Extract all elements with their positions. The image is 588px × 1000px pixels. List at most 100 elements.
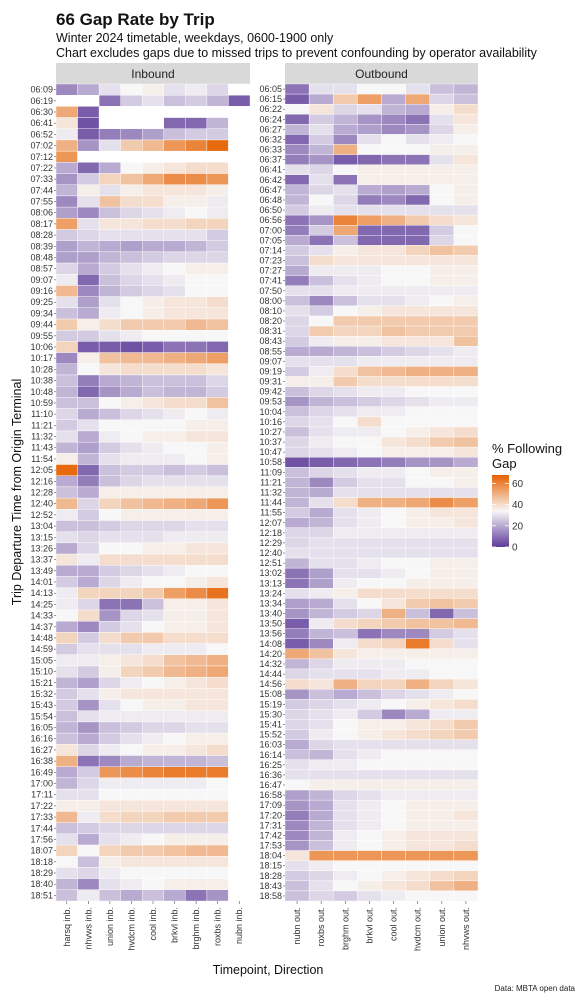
heatmap-cell	[120, 811, 143, 823]
heatmap-cell	[55, 587, 78, 600]
y-tick-label: 17:00	[30, 778, 53, 788]
heatmap-cell	[308, 830, 334, 841]
heatmap-cell	[308, 840, 334, 851]
heatmap-cell	[357, 376, 382, 387]
heatmap-cell	[228, 408, 251, 420]
heatmap-cell	[185, 732, 208, 745]
heatmap-cell	[381, 356, 406, 367]
heatmap-cell	[98, 587, 121, 600]
heatmap-cell	[163, 777, 186, 790]
heatmap-cell	[453, 255, 479, 266]
heatmap-cell	[206, 565, 229, 577]
heatmap-cell	[429, 204, 455, 216]
heatmap-cell	[77, 441, 100, 454]
heatmap-cell	[228, 106, 251, 118]
heatmap-cell	[163, 352, 186, 365]
heatmap-cell	[333, 799, 358, 811]
y-tick-label: 12:29	[259, 538, 282, 548]
heatmap-cell	[308, 235, 334, 246]
y-tick-label: 13:34	[259, 598, 282, 608]
heatmap-cell	[55, 766, 78, 779]
heatmap-cell	[357, 810, 382, 821]
y-tick-label: 10:59	[30, 398, 53, 408]
heatmap-cell	[333, 457, 358, 468]
heatmap-cell	[429, 598, 455, 609]
heatmap-cell	[429, 164, 455, 176]
heatmap-cell	[357, 820, 382, 831]
heatmap-cell	[405, 346, 430, 357]
heatmap-cell	[381, 769, 406, 781]
heatmap-cell	[453, 83, 479, 95]
heatmap-cell	[405, 144, 430, 155]
heatmap-cell	[98, 385, 121, 398]
heatmap-cell	[284, 214, 310, 226]
heatmap-cell	[98, 285, 121, 297]
y-tick-label: 16:36	[259, 770, 282, 780]
heatmap-cell	[357, 487, 382, 498]
y-tick-label: 16:14	[259, 750, 282, 760]
heatmap-cell	[185, 744, 208, 756]
y-tick-label: 15:43	[30, 700, 53, 710]
heatmap-cell	[142, 397, 165, 409]
heatmap-cell	[142, 598, 165, 611]
chart-subtitle-line-1: Winter 2024 timetable, weekdays, 0600-19…	[56, 31, 334, 45]
y-tick-label: 10:06	[30, 342, 53, 352]
heatmap-cell	[308, 124, 334, 135]
heatmap-cell	[142, 229, 165, 241]
heatmap-cell	[206, 307, 229, 320]
heatmap-cell	[206, 688, 229, 700]
heatmap-cell	[77, 374, 100, 387]
heatmap-cell	[405, 628, 430, 639]
heatmap-cell	[453, 880, 479, 892]
heatmap-cell	[206, 83, 229, 96]
heatmap-cell	[163, 788, 186, 801]
heatmap-cell	[357, 578, 382, 589]
heatmap-cell	[405, 164, 430, 176]
heatmap-cell	[405, 810, 430, 821]
y-tick-label: 08:55	[259, 346, 282, 356]
heatmap-cell	[429, 214, 455, 226]
heatmap-cell	[453, 376, 479, 387]
heatmap-cell	[453, 396, 479, 407]
heatmap-cell	[284, 477, 310, 488]
y-tick-label: 09:25	[30, 297, 53, 307]
heatmap-cell	[284, 557, 310, 569]
heatmap-cell	[284, 789, 310, 801]
heatmap-cell	[142, 162, 165, 174]
heatmap-cell	[381, 588, 406, 599]
heatmap-cell	[206, 408, 229, 420]
heatmap-cell	[284, 235, 310, 246]
heatmap-cell	[228, 441, 251, 454]
heatmap-cell	[381, 265, 406, 276]
heatmap-cell	[405, 225, 430, 236]
heatmap-cell	[284, 225, 310, 236]
heatmap-cell	[142, 755, 165, 767]
heatmap-cell	[284, 487, 310, 498]
heatmap-cell	[228, 676, 251, 689]
heatmap-cell	[206, 721, 229, 734]
heatmap-cell	[77, 453, 100, 465]
heatmap-cell	[429, 103, 455, 115]
y-tick-label: 13:37	[30, 555, 53, 565]
heatmap-cell	[77, 285, 100, 297]
y-tick-label: 13:13	[259, 578, 282, 588]
y-tick-label: 09:16	[30, 286, 53, 296]
heatmap-cell	[55, 609, 78, 622]
heatmap-cell	[357, 305, 382, 317]
heatmap-cell	[405, 356, 430, 367]
heatmap-cell	[120, 878, 143, 891]
heatmap-cell	[308, 204, 334, 216]
heatmap-cell	[55, 889, 78, 902]
heatmap-cell	[381, 487, 406, 498]
heatmap-cell	[308, 174, 334, 186]
y-tick-label: 10:38	[30, 376, 53, 386]
heatmap-cell	[381, 789, 406, 801]
heatmap-cell	[228, 822, 251, 835]
heatmap-cell	[429, 527, 455, 539]
heatmap-cell	[429, 537, 455, 549]
heatmap-cell	[453, 860, 479, 871]
heatmap-cell	[185, 598, 208, 611]
heatmap-cell	[333, 890, 358, 902]
heatmap-cell	[405, 214, 430, 226]
heatmap-cell	[120, 307, 143, 320]
